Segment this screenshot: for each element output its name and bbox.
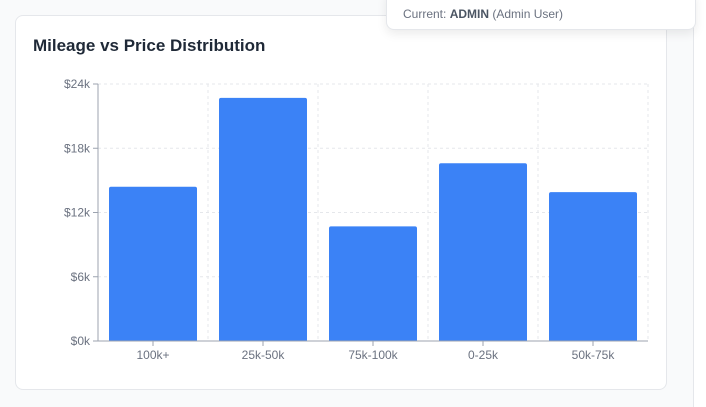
bar-50k-75k[interactable] [549,192,637,341]
x-tick-label: 100k+ [136,348,169,362]
y-tick-label: $18k [64,141,91,155]
axes [93,83,648,346]
chart-card: Mileage vs Price Distribution $0k $6k $12k… [15,15,667,390]
current-role: ADMIN [449,7,490,21]
current-user-text: Current: ADMIN (Admin User) [403,7,563,21]
x-tick-label: 25k-50k [242,348,286,362]
tick-labels: $0k $6k $12k $18k $24k 100k+ 25k-50k 75k-100k 0-… [64,77,615,362]
bar-chart: $0k $6k $12k $18k $24k 100k+ 25k-50k 75k-100k 0-… [64,77,649,362]
y-tick-label: $24k [64,77,91,91]
right-side-panel [693,0,706,407]
x-tick-label: 0-25k [468,348,499,362]
current-label: Current: [403,7,447,21]
current-user-name: (Admin User) [492,7,564,21]
bar-25k-50k[interactable] [219,97,307,341]
bars [109,97,637,341]
x-tick-label: 50k-75k [572,348,616,362]
y-tick-label: $0k [71,334,91,348]
x-tick-label: 75k-100k [348,348,398,362]
bar-0-25k[interactable] [439,163,527,341]
y-tick-label: $12k [64,206,91,220]
chart-title: Mileage vs Price Distribution [33,36,266,55]
y-tick-label: $6k [71,270,91,284]
bar-75k-100k[interactable] [329,226,417,341]
bar-100k+[interactable] [109,186,197,341]
current-user-popover: Current: ADMIN (Admin User) [386,0,696,30]
